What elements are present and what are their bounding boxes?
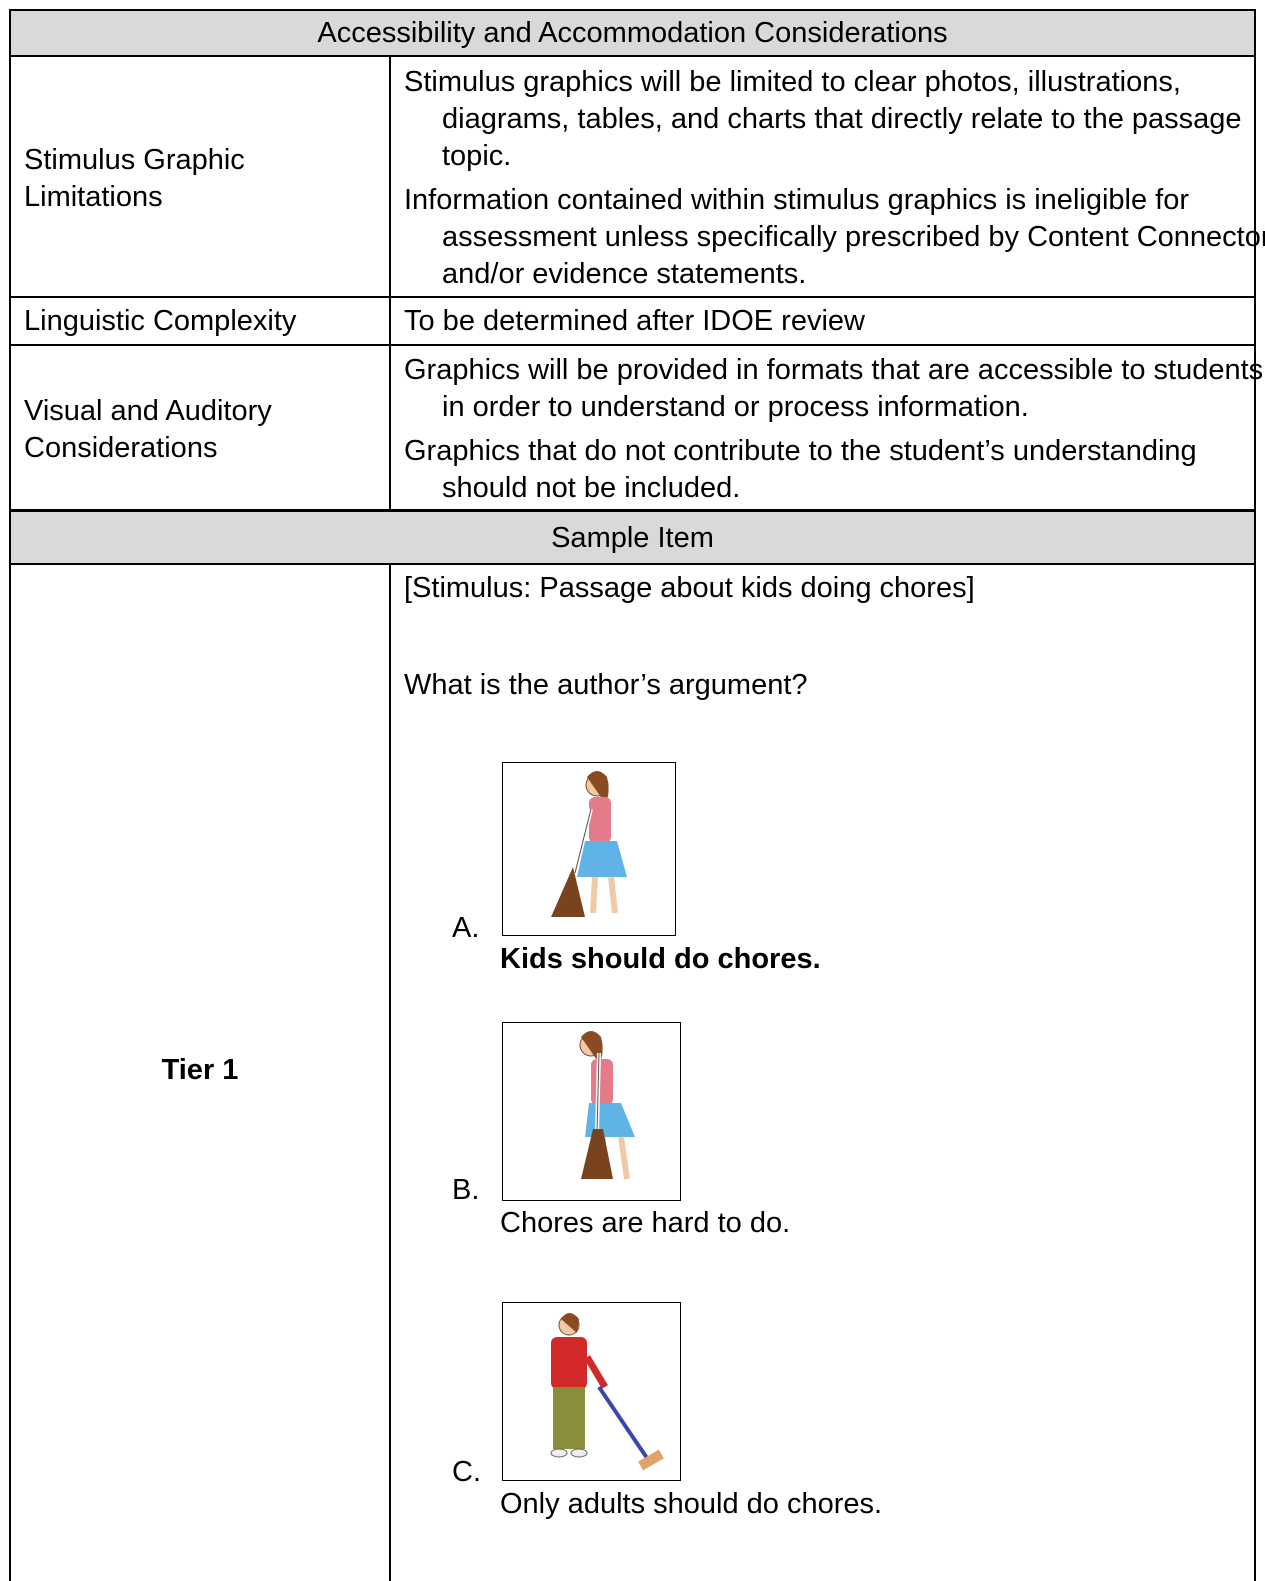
option-image (502, 1022, 681, 1201)
option-letter: C. (452, 1456, 481, 1488)
border (389, 563, 391, 1581)
option-letter: A. (452, 912, 480, 944)
border (9, 509, 1256, 512)
table-header: Accessibility and Accommodation Consider… (10, 10, 1255, 56)
section-header: Sample Item (10, 512, 1255, 564)
option-image (502, 762, 676, 936)
row-text: Graphics that do not contribute to the s… (404, 435, 1197, 504)
row-text: Information contained within stimulus gr… (404, 184, 1265, 290)
border (389, 55, 391, 512)
stimulus: [Stimulus: Passage about kids doing chor… (404, 572, 975, 604)
border (9, 344, 1256, 346)
option-text: Only adults should do chores. (500, 1488, 883, 1520)
option-letter: B. (452, 1174, 480, 1206)
option-text: Kids should do chores. (500, 943, 821, 975)
border (1254, 9, 1256, 1581)
border (9, 563, 1256, 565)
row-label: Visual and Auditory Considerations (24, 395, 272, 464)
option-image (502, 1302, 681, 1481)
border (9, 9, 11, 1581)
row-text: To be determined after IDOE review (404, 305, 865, 337)
border (9, 9, 1256, 11)
border (9, 296, 1256, 298)
option-text: Chores are hard to do. (500, 1207, 791, 1239)
question: What is the author’s argument? (404, 669, 808, 701)
row-label: Linguistic Complexity (24, 305, 297, 337)
row-label: Stimulus Graphic Limitations (24, 144, 245, 213)
row-text: Stimulus graphics will be limited to cle… (404, 66, 1242, 172)
tier-label: Tier 1 (161, 1054, 239, 1086)
border (9, 55, 1256, 57)
row-text: Graphics will be provided in formats tha… (404, 354, 1264, 423)
